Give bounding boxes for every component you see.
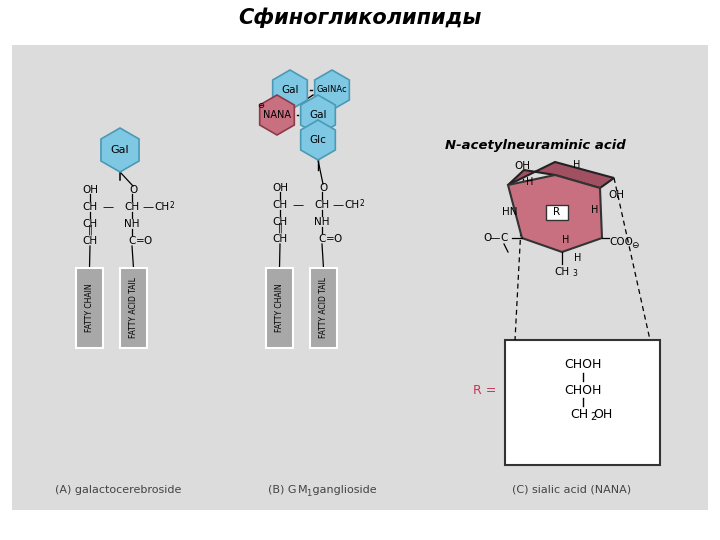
Text: —: — — [102, 202, 114, 212]
Polygon shape — [273, 70, 307, 110]
Text: (C) sialic acid (NANA): (C) sialic acid (NANA) — [513, 485, 631, 495]
Bar — [310, 268, 337, 348]
Text: FATTY CHAIN: FATTY CHAIN — [275, 284, 284, 332]
Text: N-acetylneuraminic acid: N-acetylneuraminic acid — [445, 138, 626, 152]
Text: C: C — [500, 233, 508, 243]
Text: CH: CH — [82, 236, 98, 246]
Text: ⊖: ⊖ — [631, 240, 639, 249]
Polygon shape — [260, 95, 294, 135]
Text: CH: CH — [154, 202, 170, 212]
Bar — [266, 268, 293, 348]
Text: 2: 2 — [359, 199, 364, 207]
Text: GalNAc: GalNAc — [317, 85, 347, 94]
Text: H: H — [575, 253, 582, 263]
Text: 3: 3 — [572, 269, 577, 279]
Bar — [546, 205, 568, 220]
Text: —: — — [333, 200, 343, 210]
Text: CH: CH — [570, 408, 588, 422]
Text: ⊖: ⊖ — [258, 102, 264, 111]
Text: ‖: ‖ — [278, 222, 282, 233]
Text: CH: CH — [272, 217, 287, 227]
Text: O: O — [143, 236, 151, 246]
Text: 2: 2 — [590, 412, 597, 422]
Text: —: — — [143, 202, 153, 212]
Text: M: M — [298, 485, 307, 495]
Text: R: R — [554, 207, 561, 217]
Text: CH: CH — [344, 200, 359, 210]
Text: NANA: NANA — [263, 110, 291, 120]
Text: H: H — [526, 177, 534, 187]
Text: O: O — [319, 183, 327, 193]
Polygon shape — [508, 162, 614, 188]
Text: FATTY ACID TAIL: FATTY ACID TAIL — [129, 278, 138, 339]
Text: 2: 2 — [170, 200, 174, 210]
Text: ganglioside: ganglioside — [309, 485, 377, 495]
Text: O: O — [129, 185, 137, 195]
Polygon shape — [101, 128, 139, 172]
Bar — [12, 45, 708, 510]
Text: Glc: Glc — [310, 135, 326, 145]
Text: FATTY ACID TAIL: FATTY ACID TAIL — [319, 278, 328, 339]
Polygon shape — [508, 175, 602, 252]
Text: OH: OH — [593, 408, 612, 422]
Polygon shape — [301, 120, 336, 160]
Text: CH: CH — [315, 200, 330, 210]
Text: CH: CH — [82, 202, 98, 212]
Text: ‖: ‖ — [88, 225, 92, 235]
Text: C: C — [318, 234, 325, 244]
Text: C: C — [128, 236, 135, 246]
Text: H: H — [591, 205, 599, 215]
Text: CH: CH — [272, 234, 287, 244]
Polygon shape — [301, 95, 336, 135]
Text: 1: 1 — [306, 489, 311, 497]
Text: Gal: Gal — [310, 110, 327, 120]
Text: —: — — [292, 200, 304, 210]
Text: NH: NH — [125, 219, 140, 229]
Text: CH: CH — [554, 267, 570, 277]
Text: COO: COO — [609, 237, 633, 247]
Text: O: O — [333, 234, 341, 244]
Bar — [76, 268, 103, 348]
Text: FATTY CHAIN: FATTY CHAIN — [85, 284, 94, 332]
Text: OH: OH — [82, 185, 98, 195]
Text: HN: HN — [503, 207, 518, 217]
Text: OH: OH — [272, 183, 288, 193]
Text: OH: OH — [608, 190, 624, 200]
Text: R =: R = — [473, 383, 497, 396]
Text: Сфиногликолипиды: Сфиногликолипиды — [238, 8, 482, 28]
Text: (A) galactocerebroside: (A) galactocerebroside — [55, 485, 181, 495]
Text: =: = — [325, 234, 334, 244]
Bar — [120, 268, 147, 348]
Text: CH: CH — [272, 200, 287, 210]
Text: CHOH: CHOH — [564, 359, 601, 372]
Text: —: — — [490, 233, 500, 243]
Text: (B) G: (B) G — [268, 485, 296, 495]
Bar — [505, 340, 660, 465]
Text: CH: CH — [82, 219, 98, 229]
Text: H: H — [573, 160, 581, 170]
Text: OH: OH — [514, 161, 530, 171]
Text: CHOH: CHOH — [564, 383, 601, 396]
Text: H: H — [562, 235, 570, 245]
Text: NH: NH — [314, 217, 330, 227]
Polygon shape — [315, 70, 349, 110]
Text: =: = — [135, 236, 145, 246]
Text: CH: CH — [125, 202, 140, 212]
Text: Gal: Gal — [111, 145, 130, 155]
Text: O: O — [483, 233, 491, 243]
Text: Gal: Gal — [282, 85, 299, 95]
